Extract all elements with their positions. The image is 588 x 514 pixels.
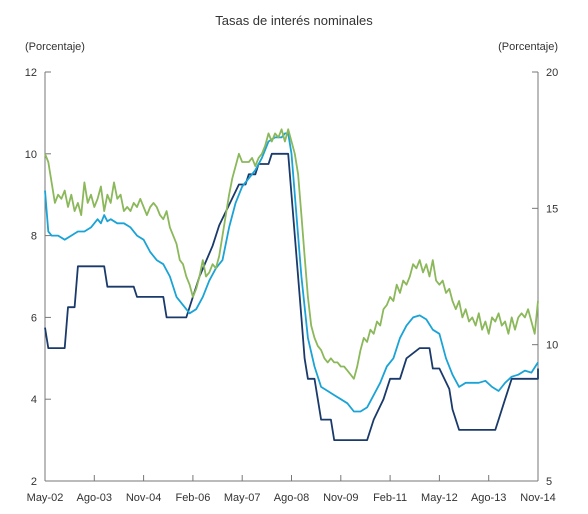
left-tick-label: 2 [31, 476, 37, 488]
chart-title: Tasas de interés nominales [215, 13, 373, 28]
axes: 2 4 6 8 10 12 5 10 15 20 May-02 Ago-03 Nov-04 Feb-06 M… [25, 67, 559, 504]
x-tick-label: Ago-08 [274, 492, 309, 504]
x-tick-label: May-12 [421, 492, 458, 504]
series-group [44, 128, 539, 441]
x-tick-label: Nov-14 [520, 492, 555, 504]
left-tick-label: 10 [25, 149, 37, 161]
left-axis-unit: (Porcentaje) [25, 41, 85, 53]
right-tick-label: 5 [546, 476, 552, 488]
left-tick-label: 8 [31, 231, 37, 243]
x-tick-label: Nov-09 [323, 492, 358, 504]
x-tick-label: May-07 [224, 492, 261, 504]
left-tick-label: 6 [31, 312, 37, 324]
series-line-2 [44, 132, 539, 413]
x-tick-label: Ago-03 [77, 492, 112, 504]
right-axis-unit: (Porcentaje) [498, 41, 558, 53]
x-tick-label: Feb-06 [175, 492, 210, 504]
series-line-1 [44, 152, 539, 441]
x-tick-label: Feb-11 [373, 492, 407, 504]
left-tick-label: 12 [25, 67, 37, 79]
right-tick-label: 10 [546, 340, 558, 352]
left-tick-label: 4 [31, 394, 37, 406]
x-tick-label: May-02 [27, 492, 64, 504]
x-tick-label: Ago-13 [471, 492, 506, 504]
series-line-3 [44, 128, 539, 380]
right-tick-label: 20 [546, 67, 558, 79]
right-tick-label: 15 [546, 203, 558, 215]
x-tick-label: Nov-04 [126, 492, 161, 504]
